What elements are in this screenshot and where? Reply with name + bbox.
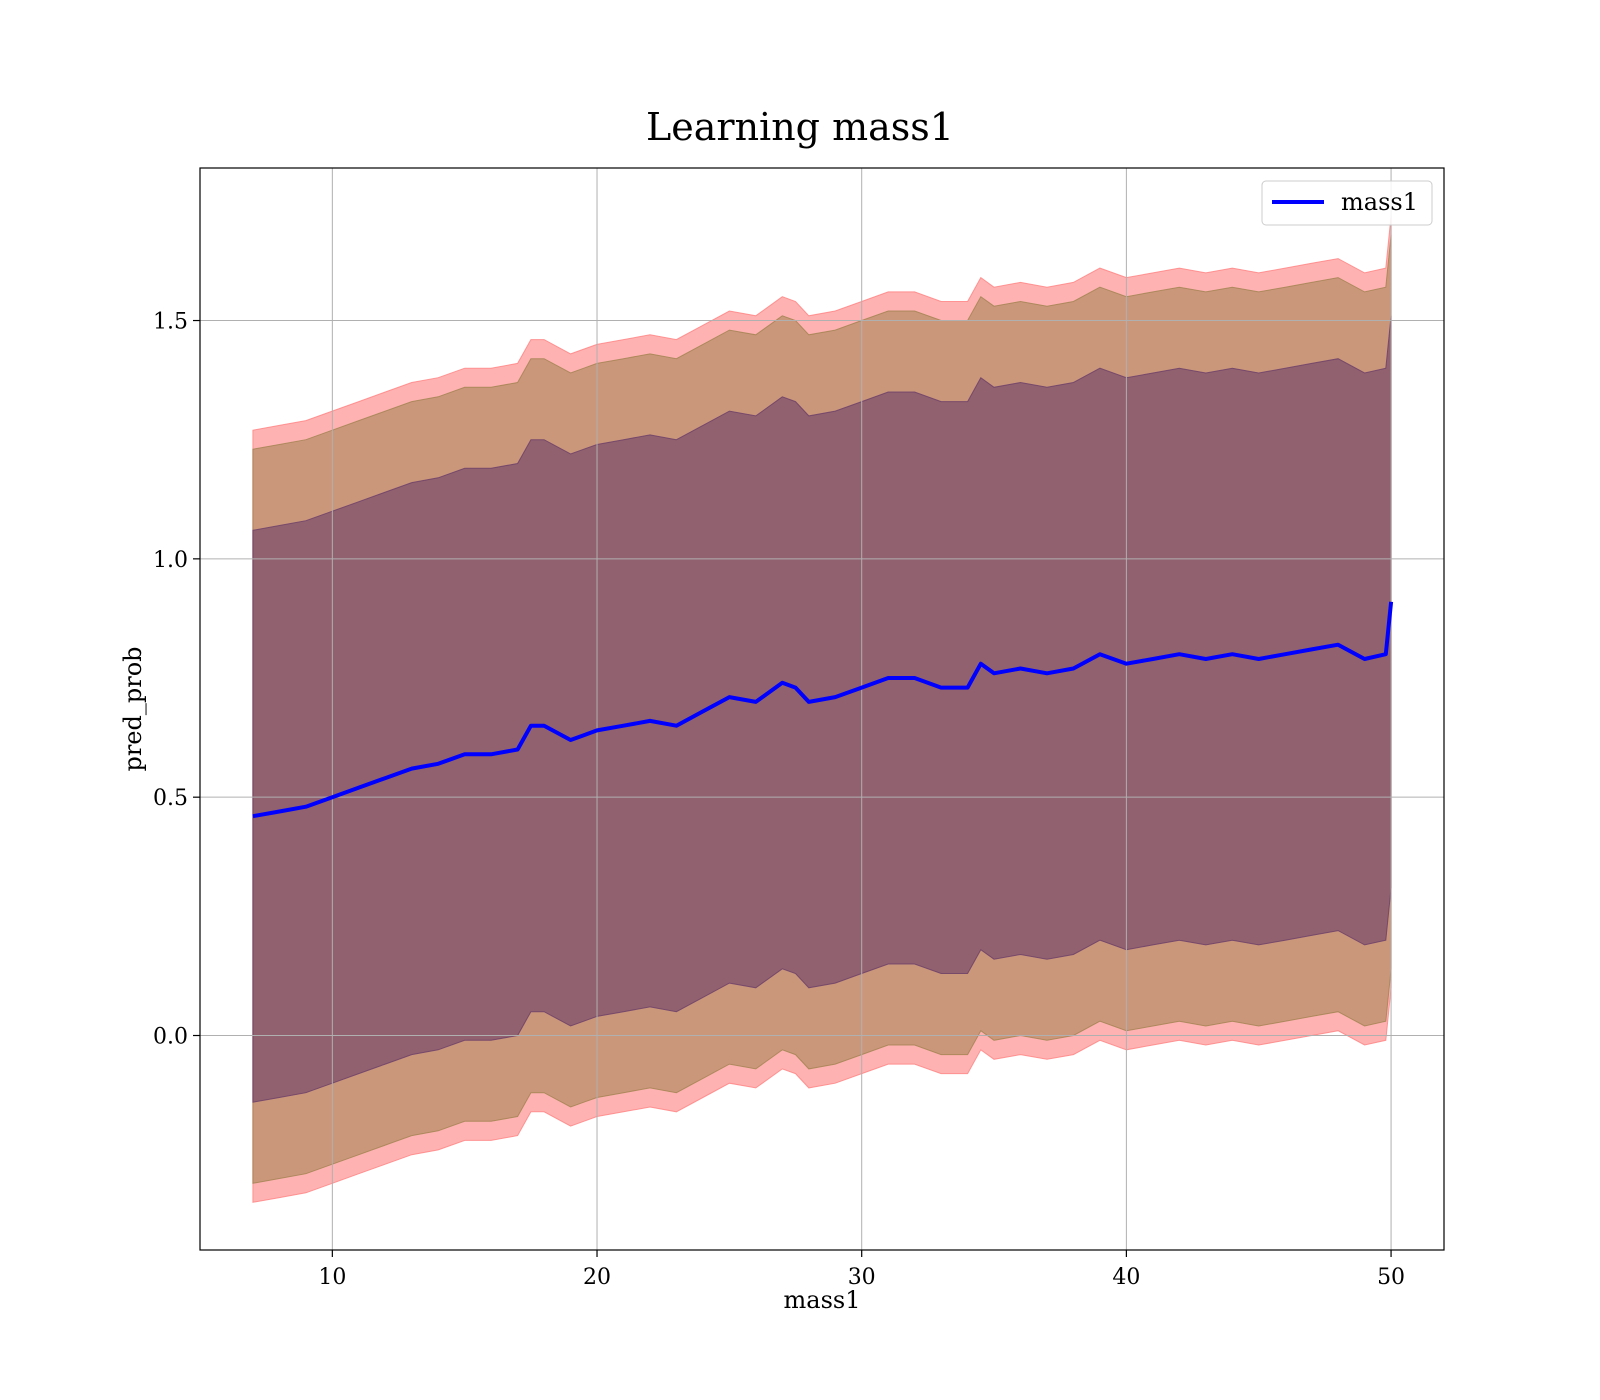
x-tick-label-1: 20 (583, 1265, 611, 1290)
x-tick-label-4: 50 (1377, 1265, 1405, 1290)
x-axis-label: mass1 (784, 1286, 861, 1314)
legend: mass1 (1261, 180, 1433, 226)
y-tick-label-1: 0.5 (153, 786, 188, 811)
legend-label-mass1: mass1 (1341, 188, 1418, 216)
chart-title: Learning mass1 (646, 105, 954, 149)
x-axis-ticks: 10 20 30 40 50 (318, 1250, 1405, 1290)
series-line-mass1 (252, 601, 1394, 819)
x-tick-label-2: 30 (848, 1265, 876, 1290)
y-tick-label-0: 0.0 (153, 1025, 188, 1050)
y-axis-label: pred_prob (119, 646, 147, 771)
grid (200, 168, 1444, 1250)
series-lines (252, 601, 1394, 819)
legend-box (1261, 180, 1433, 226)
plot-area-frame (199, 167, 1445, 1251)
y-tick-label-2: 1.0 (153, 548, 188, 573)
confidence-bands (252, 215, 1392, 1203)
y-tick-label-3: 1.5 (153, 310, 188, 335)
x-tick-label-3: 40 (1112, 1265, 1140, 1290)
x-tick-label-0: 10 (318, 1265, 346, 1290)
y-axis-ticks: 0.0 0.5 1.0 1.5 (153, 310, 200, 1050)
